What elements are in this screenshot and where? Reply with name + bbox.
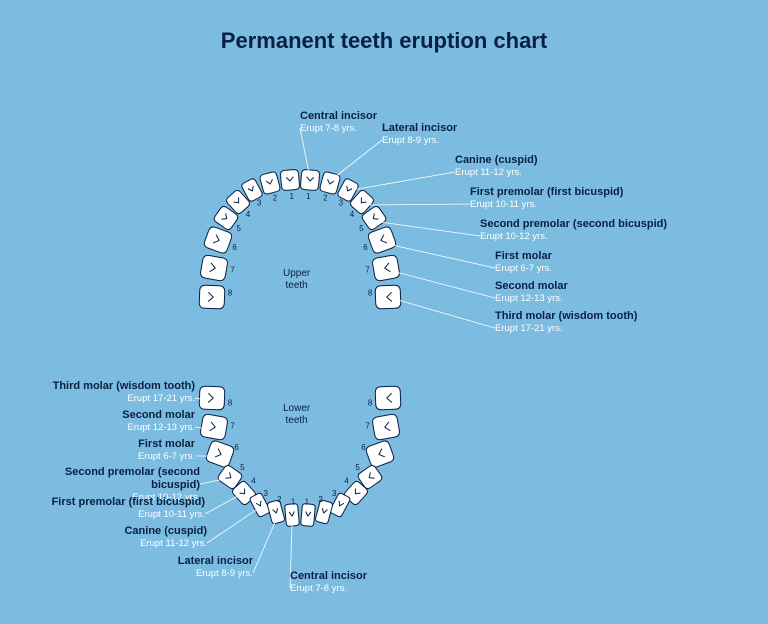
svg-text:2: 2	[323, 194, 328, 203]
svg-text:3: 3	[257, 199, 262, 208]
svg-text:2: 2	[273, 194, 278, 203]
tooth-label-5: Second premolar (second bicuspid)Erupt 1…	[480, 218, 667, 243]
svg-text:6: 6	[232, 243, 237, 252]
svg-text:3: 3	[332, 489, 337, 498]
svg-text:4: 4	[350, 210, 355, 219]
tooth-label-8: Third molar (wisdom tooth)Erupt 17-21 yr…	[50, 380, 195, 405]
svg-text:5: 5	[236, 224, 241, 233]
tooth-name: Central incisor	[300, 110, 377, 123]
tooth-erupt: Erupt 10-11 yrs.	[45, 509, 205, 520]
svg-text:5: 5	[359, 224, 364, 233]
svg-text:1: 1	[289, 192, 294, 201]
svg-text:2: 2	[318, 495, 323, 504]
svg-text:3: 3	[339, 199, 344, 208]
tooth-name: Third molar (wisdom tooth)	[50, 380, 195, 393]
svg-text:1: 1	[305, 498, 310, 507]
tooth-label-2: Lateral incisorErupt 8-9 yrs.	[175, 555, 253, 580]
svg-text:5: 5	[355, 463, 360, 472]
tooth-name: Canine (cuspid)	[115, 525, 207, 538]
tooth-erupt: Erupt 10-11 yrs.	[470, 199, 623, 210]
tooth-label-1: Central incisorErupt 7-8 yrs.	[300, 110, 377, 135]
tooth-label-1: Central incisorErupt 7-8 yrs.	[290, 570, 410, 595]
svg-text:8: 8	[228, 398, 233, 407]
svg-text:4: 4	[246, 210, 251, 219]
tooth-label-6: First molarErupt 6-7 yrs.	[495, 250, 552, 275]
tooth-erupt: Erupt 12-13 yrs.	[95, 422, 195, 433]
tooth-erupt: Erupt 7-8 yrs.	[300, 123, 377, 134]
tooth-erupt: Erupt 11-12 yrs.	[115, 538, 207, 549]
upper-arch-label: Upperteeth	[283, 268, 310, 292]
tooth-name: First premolar (first bicuspid)	[470, 186, 623, 199]
svg-text:1: 1	[306, 192, 311, 201]
tooth-label-4: First premolar (first bicuspid)Erupt 10-…	[45, 496, 205, 521]
svg-text:4: 4	[344, 477, 349, 486]
svg-text:7: 7	[230, 266, 235, 275]
tooth-name: Third molar (wisdom tooth)	[495, 310, 637, 323]
tooth-erupt: Erupt 11-12 yrs.	[455, 167, 538, 178]
tooth-erupt: Erupt 7-8 yrs.	[290, 583, 410, 594]
tooth-label-3: Canine (cuspid)Erupt 11-12 yrs.	[115, 525, 207, 550]
svg-text:7: 7	[230, 421, 235, 430]
tooth-erupt: Erupt 8-9 yrs.	[382, 135, 457, 146]
tooth-name: Lateral incisor	[382, 122, 457, 135]
svg-text:6: 6	[361, 443, 366, 452]
svg-text:6: 6	[363, 243, 368, 252]
svg-text:7: 7	[365, 421, 370, 430]
tooth-name: First molar	[495, 250, 552, 263]
tooth-label-6: First molarErupt 6-7 yrs.	[115, 438, 195, 463]
tooth-label-7: Second molarErupt 12-13 yrs.	[495, 280, 568, 305]
svg-text:8: 8	[368, 289, 373, 298]
tooth-label-7: Second molarErupt 12-13 yrs.	[95, 409, 195, 434]
tooth-label-2: Lateral incisorErupt 8-9 yrs.	[382, 122, 457, 147]
lower-arch-label: Lowerteeth	[283, 403, 310, 427]
tooth-erupt: Erupt 6-7 yrs.	[495, 263, 552, 274]
svg-text:8: 8	[368, 398, 373, 407]
svg-text:6: 6	[234, 443, 239, 452]
tooth-label-8: Third molar (wisdom tooth)Erupt 17-21 yr…	[495, 310, 637, 335]
svg-text:7: 7	[365, 266, 370, 275]
tooth-name: First molar	[115, 438, 195, 451]
tooth-name: Second premolar (second bicuspid)	[480, 218, 667, 231]
tooth-label-4: First premolar (first bicuspid)Erupt 10-…	[470, 186, 623, 211]
svg-text:5: 5	[240, 463, 245, 472]
tooth-name: Second premolar (second bicuspid)	[20, 466, 200, 492]
tooth-label-3: Canine (cuspid)Erupt 11-12 yrs.	[455, 154, 538, 179]
svg-text:8: 8	[228, 289, 233, 298]
svg-text:4: 4	[251, 477, 256, 486]
tooth-name: First premolar (first bicuspid)	[45, 496, 205, 509]
tooth-erupt: Erupt 17-21 yrs.	[50, 393, 195, 404]
tooth-name: Second molar	[95, 409, 195, 422]
tooth-erupt: Erupt 6-7 yrs.	[115, 451, 195, 462]
tooth-erupt: Erupt 17-21 yrs.	[495, 323, 637, 334]
svg-text:3: 3	[264, 489, 269, 498]
tooth-name: Central incisor	[290, 570, 410, 583]
tooth-erupt: Erupt 8-9 yrs.	[175, 568, 253, 579]
tooth-name: Second molar	[495, 280, 568, 293]
svg-text:2: 2	[277, 495, 282, 504]
tooth-name: Canine (cuspid)	[455, 154, 538, 167]
tooth-name: Lateral incisor	[175, 555, 253, 568]
tooth-erupt: Erupt 10-12 yrs.	[480, 231, 667, 242]
tooth-erupt: Erupt 12-13 yrs.	[495, 293, 568, 304]
svg-text:1: 1	[291, 498, 296, 507]
